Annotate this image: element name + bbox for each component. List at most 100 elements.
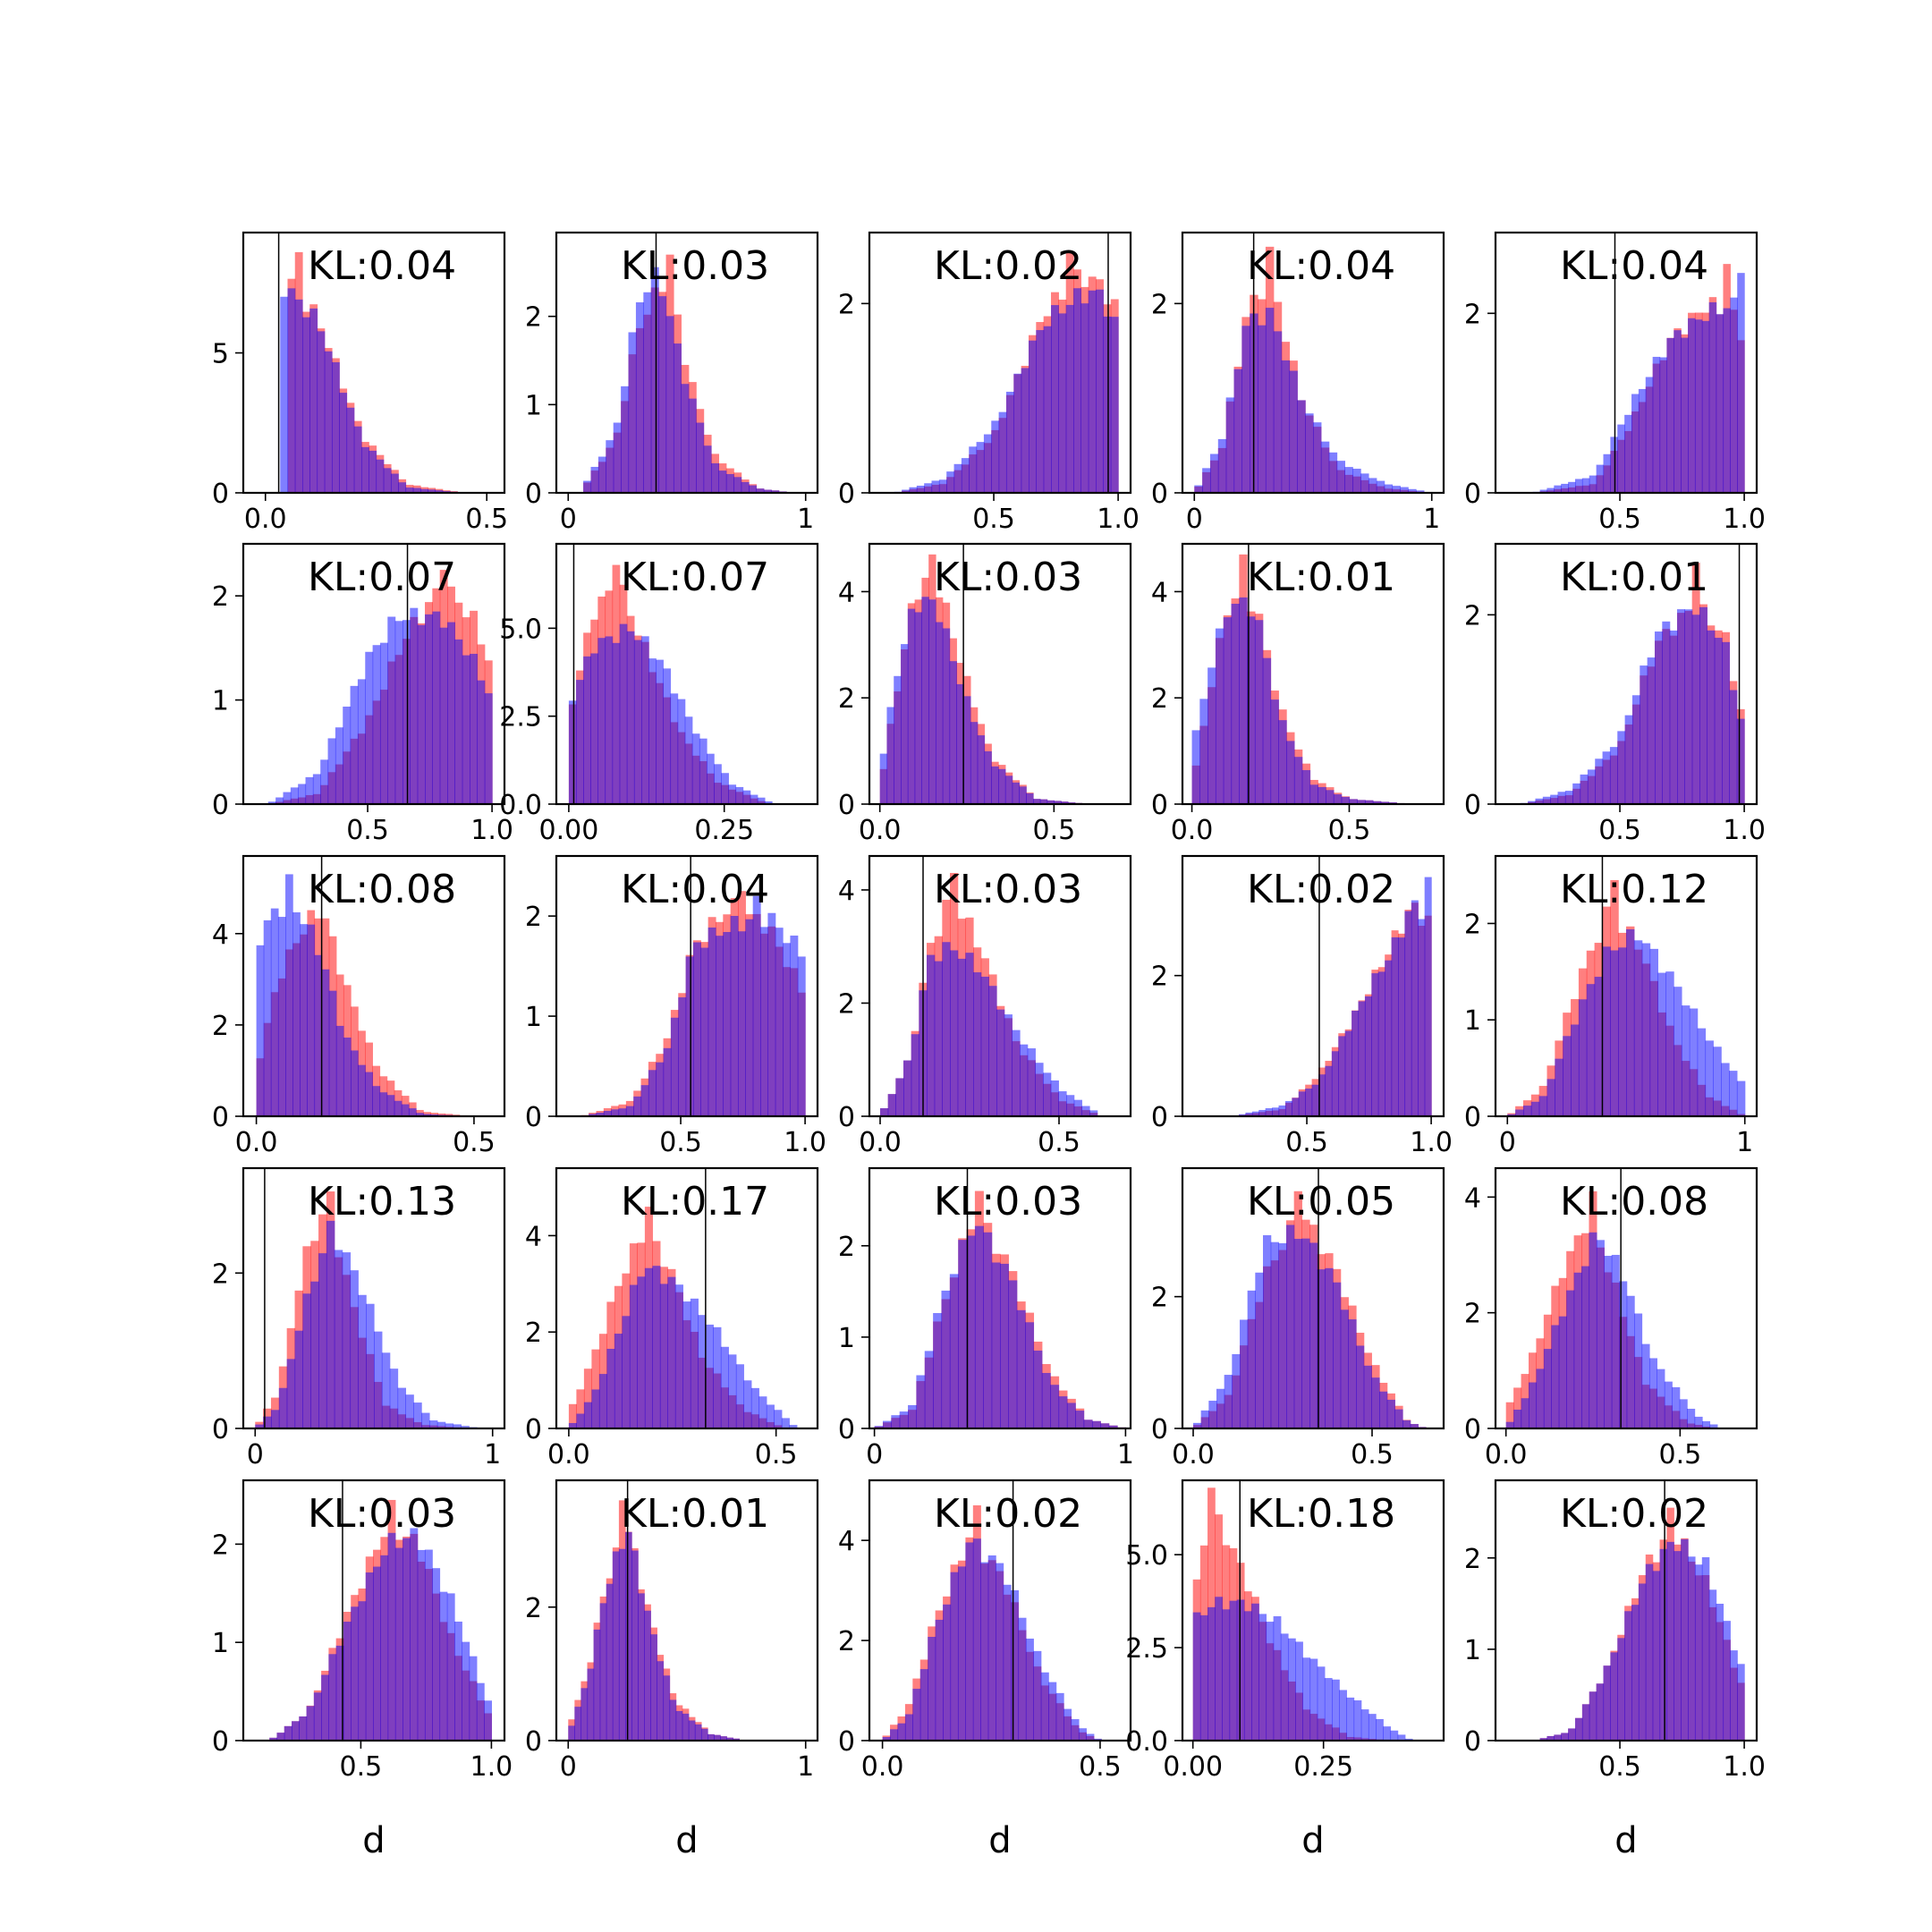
y-tick-label: 2 — [212, 1530, 229, 1561]
blue-histogram-bar — [302, 1293, 311, 1428]
y-tick-label: 0 — [1464, 1414, 1481, 1445]
blue-histogram-bar — [730, 916, 739, 1116]
blue-histogram-bar — [365, 1572, 374, 1741]
blue-histogram-bar — [1371, 973, 1379, 1116]
blue-histogram-bar — [886, 707, 894, 804]
blue-histogram-bar — [1505, 1421, 1514, 1428]
histogram-bars — [255, 1191, 478, 1428]
x-tick-label: 0.5 — [453, 1127, 496, 1158]
blue-histogram-bar — [987, 1555, 996, 1741]
blue-histogram-bar — [1200, 1410, 1209, 1428]
kl-annotation: KL:0.02 — [1247, 867, 1395, 912]
blue-histogram-bar — [398, 482, 407, 493]
blue-histogram-bar — [1051, 305, 1059, 493]
blue-histogram-bar — [1561, 1733, 1569, 1741]
blue-histogram-bar — [758, 1396, 767, 1428]
blue-histogram-bar — [603, 1110, 612, 1116]
kl-annotation: KL:0.02 — [1560, 1491, 1708, 1537]
y-tick-label: 2 — [1151, 1283, 1168, 1314]
blue-histogram-bar — [714, 764, 722, 804]
axes-frame — [1181, 1479, 1445, 1742]
blue-histogram-bar — [652, 1266, 661, 1428]
kl-annotation: KL:0.04 — [621, 867, 769, 912]
red-histogram-bar — [1505, 1402, 1514, 1428]
blue-histogram-bar — [897, 1723, 906, 1741]
blue-histogram-bar — [1284, 1101, 1292, 1116]
blue-histogram-bar — [417, 624, 426, 804]
blue-histogram-bar — [597, 638, 606, 804]
y-tick-label: 0 — [838, 1102, 855, 1133]
blue-histogram-bar — [1626, 1295, 1635, 1428]
histogram-bars — [256, 874, 475, 1116]
blue-histogram-bar — [387, 616, 396, 804]
blue-histogram-bar — [1241, 326, 1250, 493]
blue-histogram-bar — [1202, 468, 1211, 493]
blue-histogram-bar — [1716, 314, 1724, 493]
blue-histogram-bar — [1408, 488, 1417, 493]
x-tick-label: 0.0 — [1172, 1439, 1215, 1470]
y-tick-label: 0 — [838, 1414, 855, 1445]
blue-histogram-bar — [953, 463, 962, 493]
blue-histogram-bar — [1055, 1692, 1064, 1741]
blue-histogram-bar — [1073, 288, 1081, 493]
blue-histogram-bar — [267, 801, 276, 804]
blue-histogram-bar — [720, 1736, 727, 1741]
blue-histogram-bar — [1317, 1269, 1326, 1428]
blue-histogram-bar — [1641, 1343, 1650, 1428]
axes-frame — [868, 542, 1132, 806]
blue-histogram-bar — [1515, 1109, 1524, 1116]
x-tick-label: 0.25 — [694, 815, 754, 846]
blue-histogram-bar — [1339, 1690, 1347, 1741]
blue-histogram-bar — [1309, 784, 1318, 804]
blue-histogram-bar — [1688, 1556, 1696, 1741]
blue-histogram-bar — [726, 1737, 733, 1741]
blue-histogram-bar — [1568, 481, 1576, 493]
y-tick-label: 5.0 — [499, 614, 542, 645]
blue-histogram-bar — [1589, 1232, 1597, 1428]
blue-histogram-bar — [908, 1404, 918, 1428]
blue-histogram-bar — [298, 784, 307, 804]
x-tick-label: 0.5 — [1079, 1751, 1122, 1783]
blue-histogram-bar — [1596, 464, 1605, 493]
kl-annotation: KL:0.12 — [1560, 867, 1708, 912]
blue-histogram-bar — [715, 936, 724, 1116]
blue-histogram-bar — [1075, 1411, 1085, 1428]
blue-histogram-bar — [394, 1100, 402, 1116]
blue-histogram-bar — [1659, 357, 1668, 493]
blue-histogram-bar — [684, 716, 693, 804]
blue-histogram-bar — [621, 386, 630, 493]
blue-histogram-bar — [1730, 297, 1738, 493]
kl-annotation: KL:0.01 — [1560, 555, 1708, 600]
blue-histogram-bar — [276, 1733, 285, 1741]
blue-histogram-bar — [650, 267, 659, 493]
blue-histogram-bar — [991, 1262, 1001, 1428]
blue-histogram-bar — [286, 1359, 296, 1428]
blue-histogram-bar — [996, 1009, 1005, 1116]
red-histogram-bar — [437, 1113, 446, 1116]
blue-histogram-bar — [294, 1330, 303, 1428]
subplot-r1-c4: 0.5 1.0 0 2 KL:0.01 — [1464, 542, 1766, 846]
blue-histogram-bar — [618, 1548, 626, 1741]
blue-histogram-bar — [1293, 1239, 1302, 1428]
blue-histogram-bar — [1028, 340, 1037, 493]
blue-histogram-bar — [1602, 751, 1611, 804]
blue-histogram-bar — [703, 445, 712, 493]
kl-annotation: KL:0.08 — [308, 867, 456, 912]
blue-histogram-bar — [335, 727, 343, 804]
blue-histogram-bar — [568, 1725, 575, 1741]
y-tick-label: 2 — [1151, 683, 1168, 715]
blue-histogram-bar — [907, 608, 916, 804]
blue-histogram-bar — [1025, 1638, 1034, 1741]
blue-histogram-bar — [1714, 638, 1723, 804]
blue-histogram-bar — [781, 1418, 790, 1428]
blue-histogram-bar — [1654, 631, 1663, 804]
blue-histogram-bar — [1645, 1563, 1654, 1741]
blue-histogram-bar — [1004, 1014, 1013, 1116]
y-tick-label: 2 — [1464, 1544, 1481, 1575]
blue-histogram-bar — [1325, 1065, 1333, 1116]
blue-histogram-bar — [290, 787, 299, 804]
blue-histogram-bar — [1603, 453, 1611, 493]
x-tick-label: 0.5 — [1598, 1751, 1641, 1783]
blue-histogram-bar — [1341, 796, 1351, 804]
blue-histogram-bar — [658, 296, 667, 493]
